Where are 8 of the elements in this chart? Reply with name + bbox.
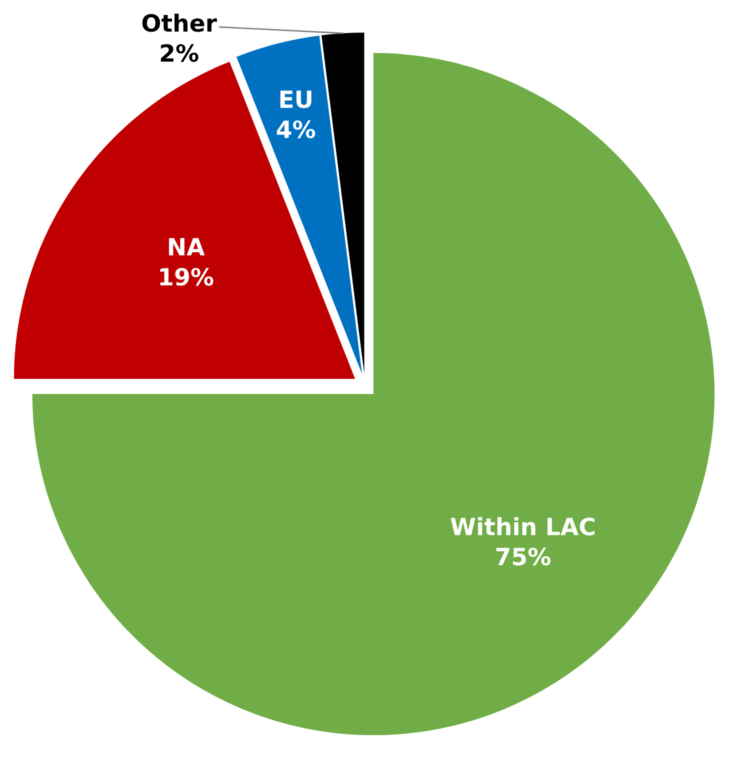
data-label: 2% (160, 44, 198, 62)
data-label: 4% (276, 120, 316, 138)
slice-label: Within LAC (450, 517, 594, 536)
data-label: 75% (496, 548, 550, 566)
slice-label: EU (280, 90, 312, 108)
data-label: 19% (160, 268, 214, 286)
slice-label: Other (142, 14, 217, 32)
slice-label: NA (168, 238, 205, 256)
